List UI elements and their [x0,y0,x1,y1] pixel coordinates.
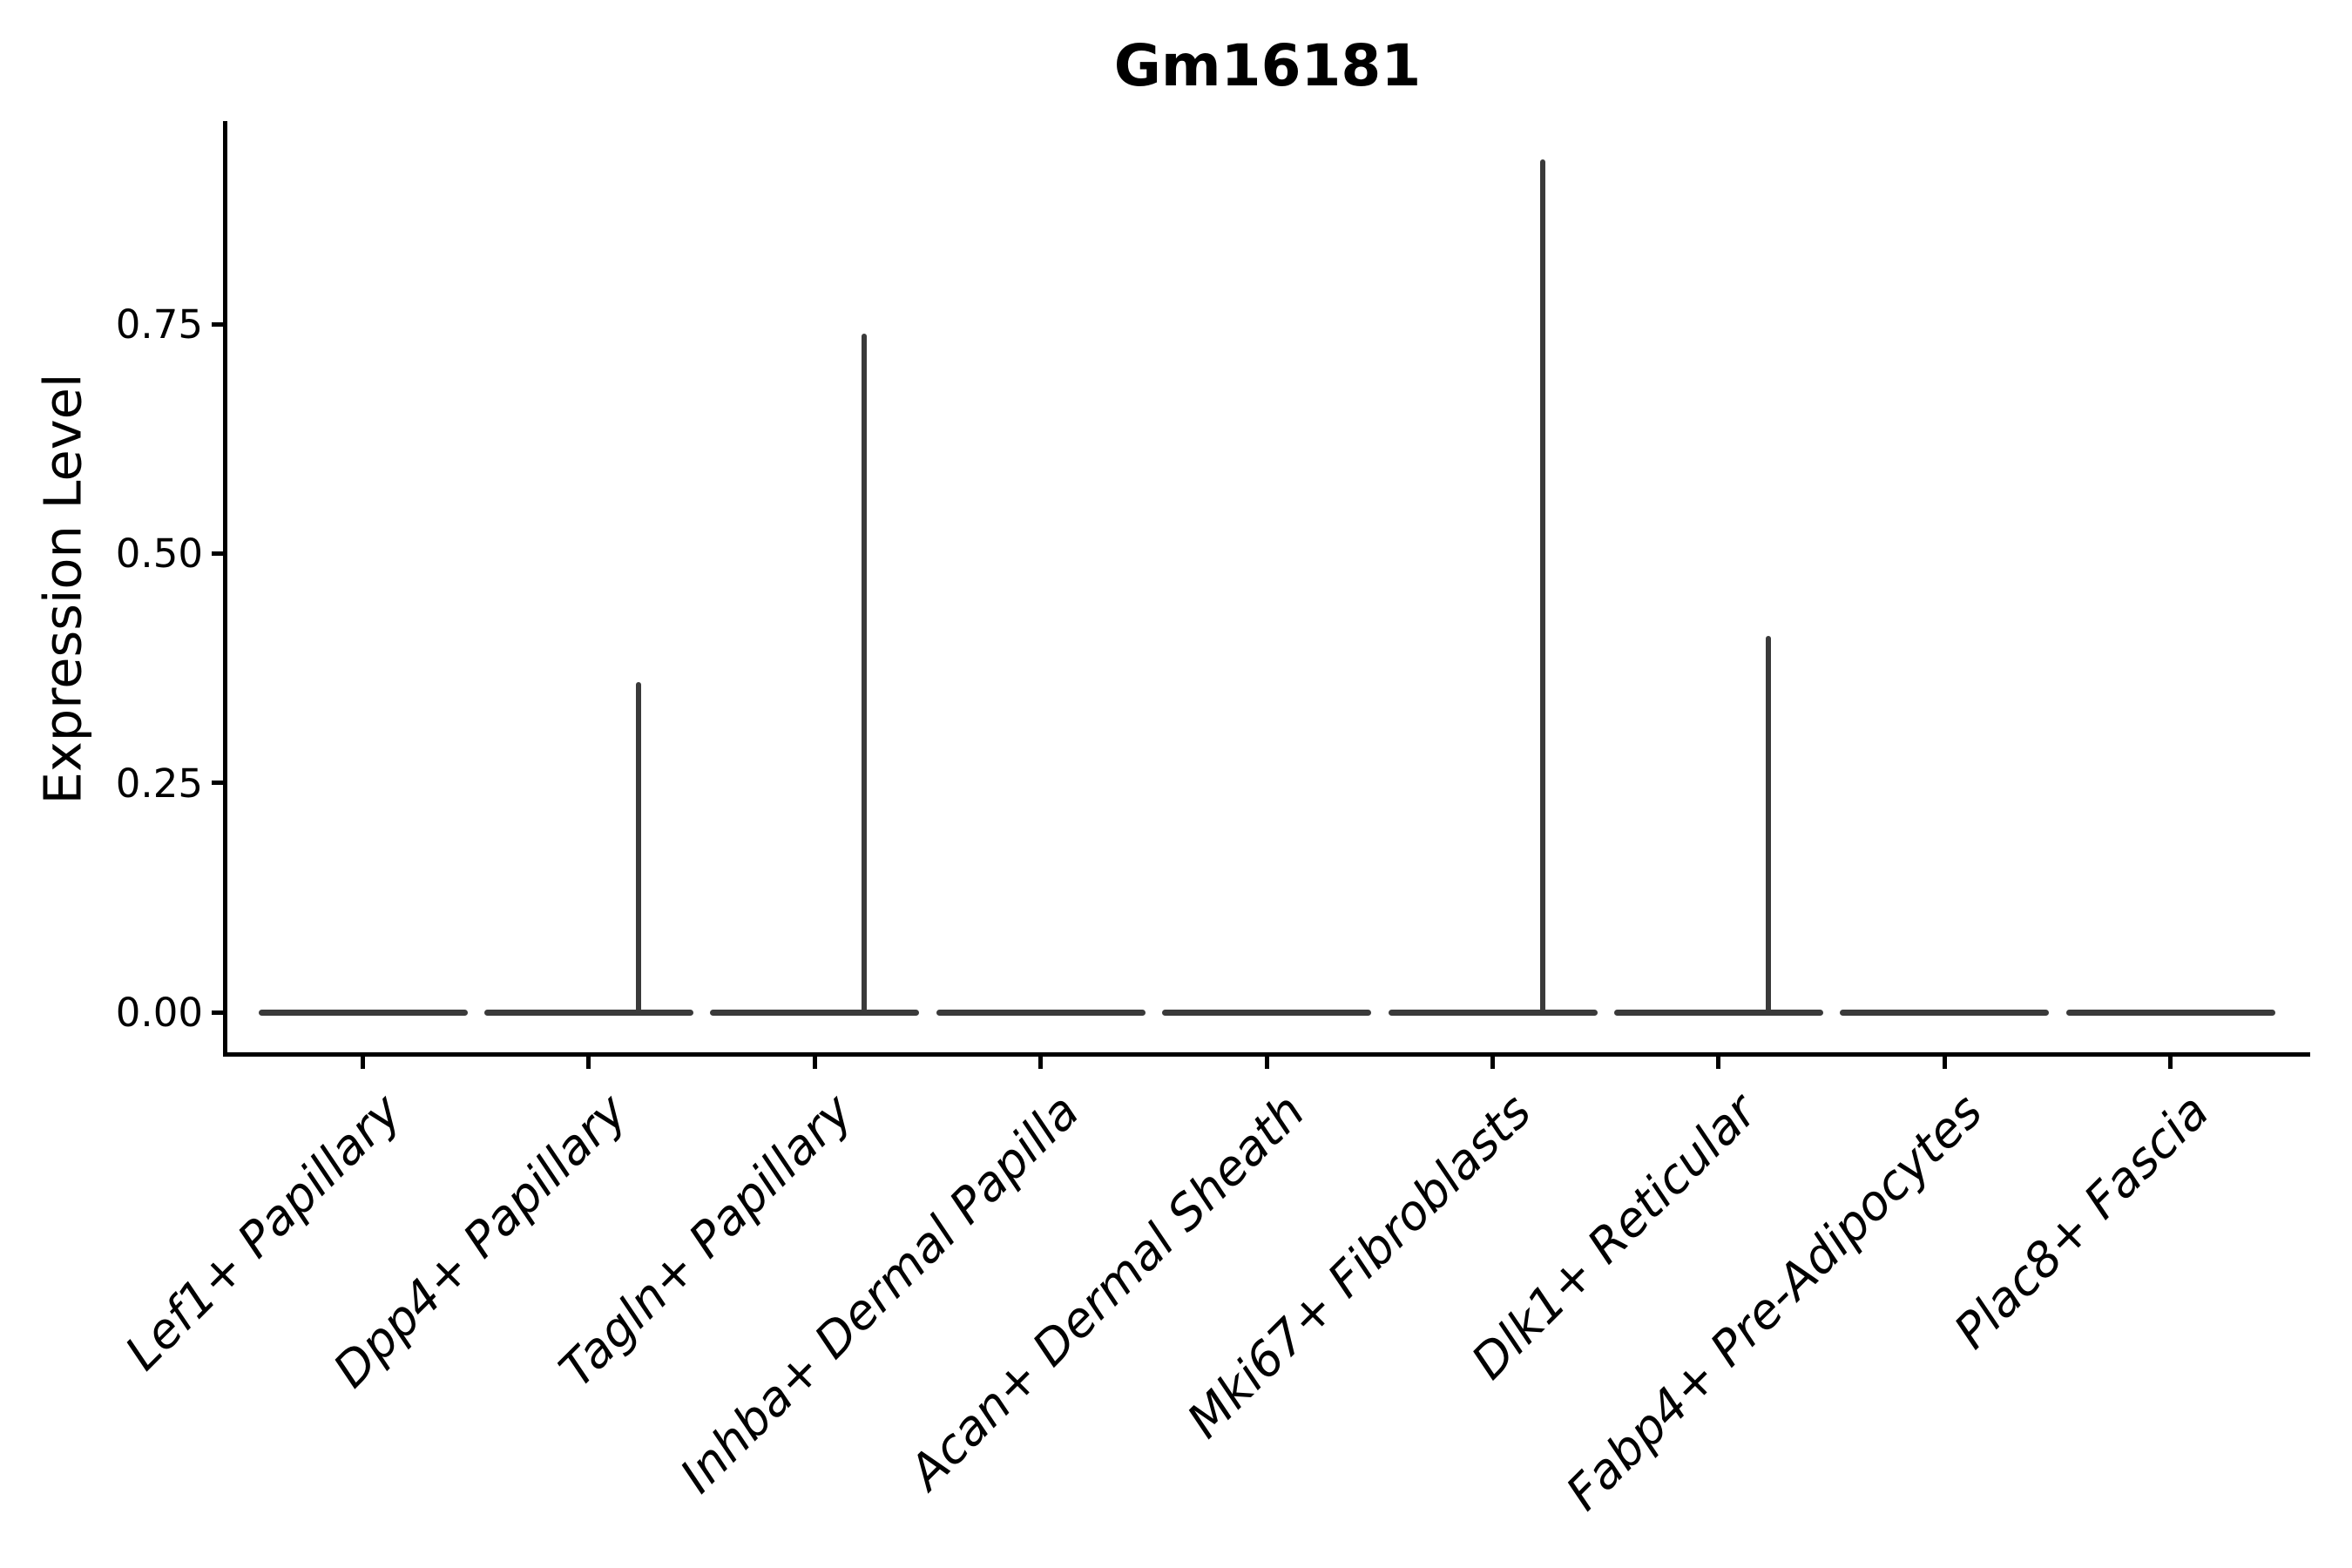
violin-body [710,1009,920,1016]
violin-body [1162,1009,1372,1016]
x-tick-label: Tagln+ Papillary [548,1083,864,1398]
violin-body [258,1009,468,1016]
violin-tail-spike [1765,636,1771,1015]
y-axis-line [223,121,227,1057]
y-tick-mark [212,1010,224,1015]
x-tick-label: Dpp4+ Papillary [322,1083,638,1398]
x-tick-label: Mki67+ Fibroblasts [1175,1083,1542,1449]
violin-body [483,1009,693,1016]
violin-body [1388,1009,1598,1016]
x-tick-label: Plac8+ Fascia [1943,1083,2220,1360]
x-tick-mark [1942,1057,1947,1069]
x-tick-mark [1264,1057,1269,1069]
y-tick-mark [212,781,224,786]
x-tick-mark [1038,1057,1044,1069]
violin-body [936,1009,1146,1016]
y-tick-mark [212,321,224,327]
y-tick-label: 0.75 [115,301,203,348]
y-tick-label: 0.25 [115,760,203,807]
violin-body [2065,1009,2275,1016]
x-tick-mark [361,1057,365,1069]
violin-body [1613,1009,1823,1016]
x-tick-label: Dlk1+ Reticular [1460,1083,1767,1390]
x-tick-label: Acan+ Dermal Sheath [898,1083,1315,1500]
x-tick-mark [2168,1057,2173,1069]
x-tick-mark [1490,1057,1495,1069]
violin-tail-spike [635,681,641,1015]
violin-tail-spike [862,333,868,1015]
y-axis-title: Expression Level [32,373,93,805]
x-tick-label: Inhba+ Dermal Papilla [668,1083,1090,1504]
x-tick-mark [1716,1057,1721,1069]
x-tick-mark [812,1057,817,1069]
x-tick-label: Fabp4+ Pre-Adipocytes [1555,1083,1994,1521]
y-tick-label: 0.00 [115,990,203,1036]
violin-tail-spike [1539,159,1545,1015]
y-tick-label: 0.50 [115,531,203,578]
y-tick-mark [212,551,224,556]
chart-title: Gm16181 [1113,32,1422,99]
violin-body [1840,1009,2050,1016]
x-axis-line [223,1052,2310,1057]
x-tick-mark [586,1057,591,1069]
